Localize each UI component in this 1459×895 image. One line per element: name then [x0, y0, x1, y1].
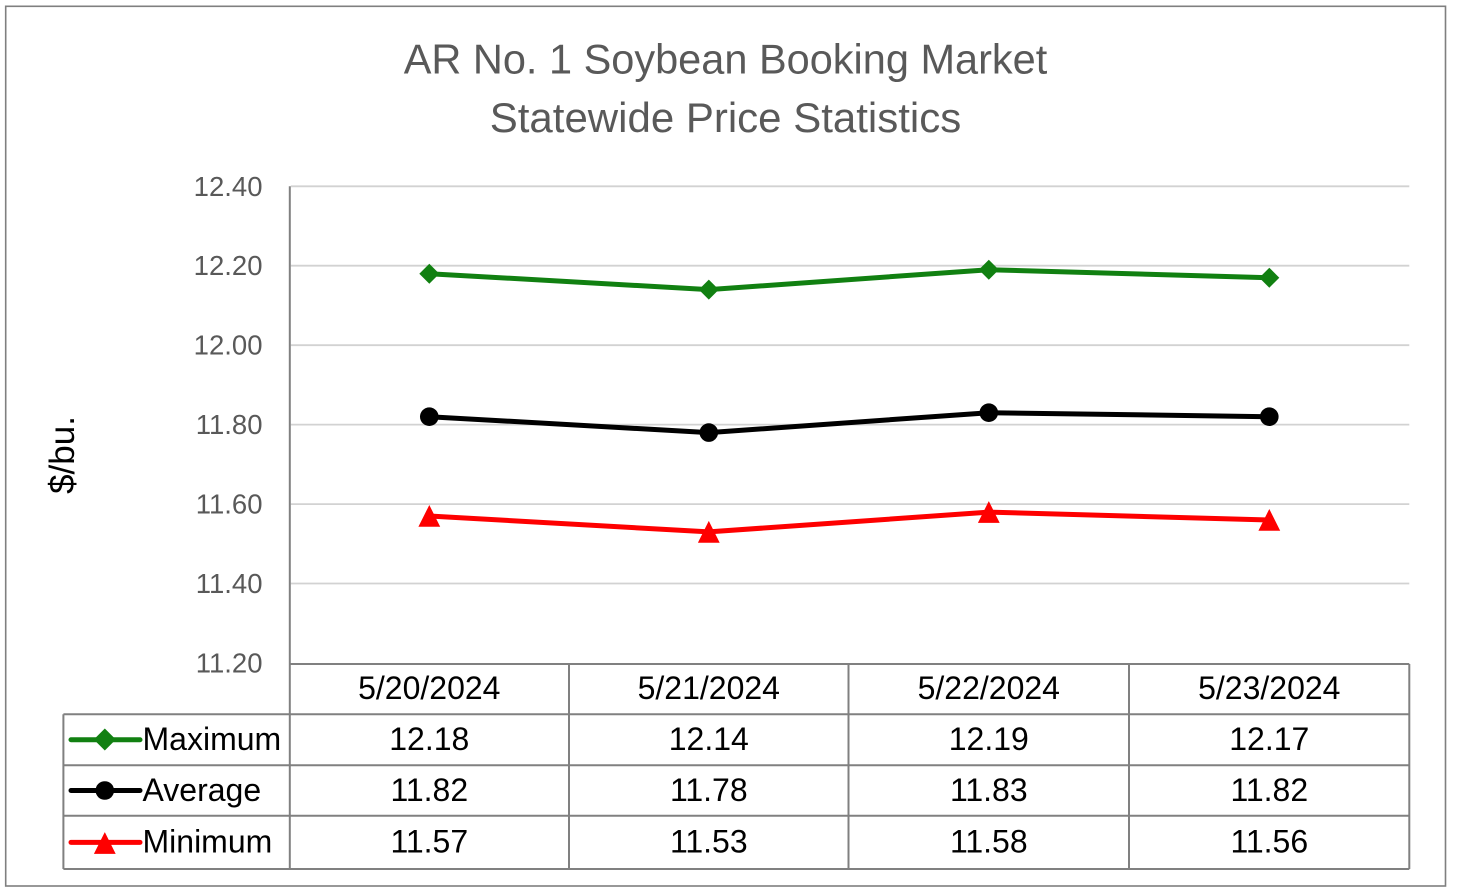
svg-text:12.40: 12.40 — [194, 171, 263, 202]
svg-text:Statewide Price Statistics: Statewide Price Statistics — [490, 94, 962, 141]
svg-text:11.57: 11.57 — [390, 824, 468, 860]
svg-text:11.78: 11.78 — [670, 772, 748, 808]
svg-text:11.83: 11.83 — [950, 772, 1028, 808]
svg-text:12.20: 12.20 — [194, 250, 263, 281]
svg-text:5/22/2024: 5/22/2024 — [918, 670, 1060, 706]
svg-text:11.40: 11.40 — [196, 568, 263, 599]
svg-text:11.58: 11.58 — [950, 824, 1028, 860]
svg-text:12.14: 12.14 — [669, 721, 749, 757]
svg-text:12.00: 12.00 — [194, 330, 263, 361]
svg-text:11.60: 11.60 — [196, 489, 263, 520]
svg-text:11.56: 11.56 — [1230, 824, 1308, 860]
svg-text:12.19: 12.19 — [949, 721, 1029, 757]
svg-text:11.20: 11.20 — [196, 648, 263, 679]
svg-text:11.82: 11.82 — [390, 772, 468, 808]
svg-text:Minimum: Minimum — [143, 824, 273, 860]
svg-text:$/bu.: $/bu. — [43, 416, 82, 494]
svg-text:11.80: 11.80 — [196, 409, 263, 440]
svg-text:AR No. 1 Soybean Booking Marke: AR No. 1 Soybean Booking Market — [404, 36, 1048, 83]
svg-text:12.17: 12.17 — [1229, 721, 1309, 757]
svg-text:12.18: 12.18 — [389, 721, 469, 757]
svg-text:11.82: 11.82 — [1230, 772, 1308, 808]
svg-text:11.53: 11.53 — [670, 824, 748, 860]
svg-text:5/23/2024: 5/23/2024 — [1198, 670, 1340, 706]
svg-text:Average: Average — [143, 772, 262, 808]
svg-text:5/21/2024: 5/21/2024 — [638, 670, 780, 706]
svg-text:Maximum: Maximum — [143, 721, 282, 757]
svg-text:5/20/2024: 5/20/2024 — [358, 670, 500, 706]
